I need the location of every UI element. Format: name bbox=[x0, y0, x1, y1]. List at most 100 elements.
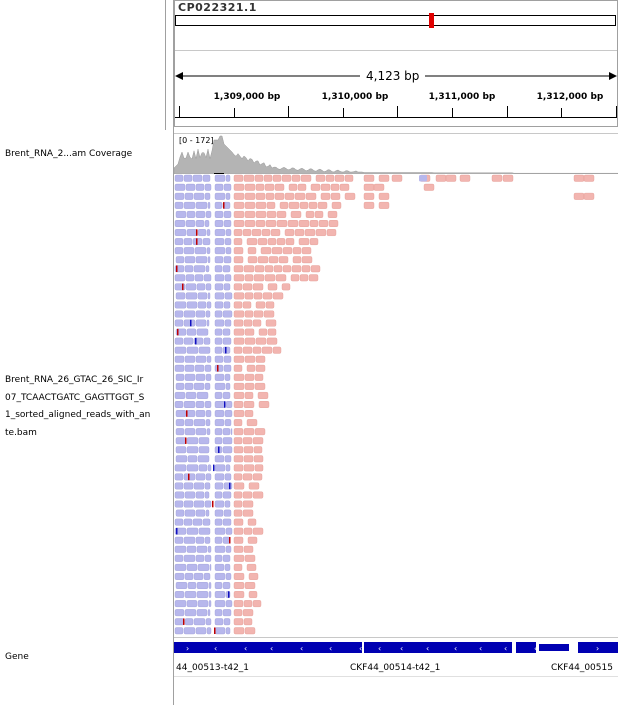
reverse-read bbox=[214, 473, 225, 481]
reverse-read bbox=[204, 491, 210, 499]
span-length-label: 4,123 bp bbox=[360, 69, 426, 83]
forward-read bbox=[278, 256, 289, 264]
reverse-read bbox=[174, 183, 186, 191]
mismatch-base bbox=[188, 473, 190, 481]
forward-read bbox=[292, 247, 302, 255]
reverse-read bbox=[174, 609, 185, 617]
forward-read bbox=[247, 247, 257, 255]
reverse-read bbox=[224, 473, 232, 481]
forward-read bbox=[284, 192, 295, 200]
reverse-read bbox=[195, 473, 206, 481]
ideogram-current-region-marker[interactable] bbox=[429, 13, 434, 28]
reverse-read bbox=[214, 401, 226, 408]
forward-read bbox=[331, 201, 342, 209]
forward-read bbox=[282, 265, 292, 273]
reverse-read bbox=[225, 464, 231, 472]
forward-read bbox=[258, 401, 270, 408]
forward-read bbox=[233, 437, 243, 445]
mismatch-base bbox=[217, 365, 219, 372]
forward-read bbox=[264, 265, 274, 273]
reverse-read bbox=[185, 183, 196, 191]
coverage-track[interactable]: [0 - 172] bbox=[174, 133, 618, 174]
reverse-read bbox=[214, 337, 223, 345]
forward-read bbox=[233, 355, 245, 363]
reverse-read bbox=[192, 174, 203, 182]
alignment-reads-track[interactable] bbox=[174, 173, 618, 636]
reverse-read bbox=[225, 527, 233, 535]
reverse-read bbox=[214, 265, 223, 273]
forward-read bbox=[233, 265, 244, 273]
forward-read bbox=[247, 518, 257, 526]
forward-read bbox=[254, 428, 266, 436]
reverse-read bbox=[183, 401, 196, 408]
strand-arrow: ‹ bbox=[329, 644, 332, 653]
forward-read bbox=[233, 419, 243, 427]
reverse-read bbox=[207, 609, 211, 617]
strand-arrow: ‹ bbox=[479, 644, 482, 653]
forward-read bbox=[244, 310, 254, 318]
reverse-read bbox=[175, 373, 185, 381]
reverse-read bbox=[186, 410, 196, 418]
forward-read bbox=[233, 464, 244, 472]
position-ruler[interactable]: 1,309,000 bp 1,310,000 bp 1,311,000 bp 1,31… bbox=[175, 88, 617, 118]
reverse-read bbox=[183, 201, 196, 209]
forward-read bbox=[305, 211, 315, 218]
strand-arrow: ‹ bbox=[270, 644, 273, 653]
forward-read bbox=[255, 201, 267, 209]
gene-name-3[interactable]: CKF44_00515 bbox=[551, 663, 613, 673]
forward-read bbox=[253, 274, 265, 282]
reverse-read bbox=[206, 627, 212, 635]
forward-read bbox=[246, 364, 256, 372]
reverse-read bbox=[196, 391, 209, 399]
reverse-read bbox=[174, 563, 187, 571]
reverse-read bbox=[214, 292, 225, 300]
forward-read bbox=[328, 220, 339, 227]
reverse-read bbox=[183, 554, 196, 562]
forward-read bbox=[310, 265, 321, 273]
forward-read bbox=[264, 274, 276, 282]
reverse-read bbox=[214, 373, 225, 381]
forward-read bbox=[290, 274, 300, 282]
forward-read bbox=[233, 482, 245, 490]
mismatch-base bbox=[195, 337, 197, 345]
reverse-read bbox=[183, 337, 194, 345]
gene-track-label[interactable]: Gene bbox=[5, 652, 29, 662]
reverse-read bbox=[198, 446, 210, 454]
coverage-area bbox=[174, 135, 618, 174]
reverse-read bbox=[214, 310, 223, 318]
forward-read bbox=[233, 563, 243, 571]
forward-read bbox=[233, 582, 245, 589]
reverse-read bbox=[174, 319, 184, 327]
strand-arrow: ‹ bbox=[244, 644, 247, 653]
forward-read bbox=[233, 220, 245, 227]
bam-track-label[interactable]: Brent_RNA_26_GTAC_26_SIC_Ir 07_TCAACTGAT… bbox=[5, 375, 151, 438]
chromosome-ideogram[interactable] bbox=[175, 15, 616, 26]
ruler-tick-label: 1,311,000 bp bbox=[428, 92, 496, 102]
strand-arrow: ‹ bbox=[359, 644, 362, 653]
reverse-read bbox=[183, 500, 194, 508]
forward-read bbox=[334, 174, 345, 182]
forward-read bbox=[258, 328, 268, 336]
forward-read bbox=[233, 283, 243, 291]
forward-read bbox=[255, 301, 266, 309]
forward-read bbox=[244, 582, 256, 589]
reverse-read bbox=[206, 428, 211, 436]
forward-read bbox=[233, 627, 245, 635]
reverse-read bbox=[186, 600, 198, 608]
coverage-range-label: [0 - 172] bbox=[179, 136, 214, 145]
reverse-read bbox=[214, 201, 223, 209]
gene-name-2[interactable]: CKF44_00514-t42_1 bbox=[350, 663, 441, 673]
name-panel-divider bbox=[165, 0, 166, 130]
forward-read bbox=[233, 473, 243, 481]
gene-name-1[interactable]: 44_00513-t42_1 bbox=[176, 663, 250, 673]
gene-track[interactable]: › ‹ ‹ ‹ ‹ ‹ ‹ ‹ ‹ ‹ ‹ ‹ ‹ ‹ › bbox=[174, 638, 618, 678]
forward-read bbox=[242, 509, 254, 517]
reverse-read bbox=[195, 410, 206, 418]
coverage-track-label[interactable]: Brent_RNA_2...am Coverage bbox=[5, 149, 133, 159]
reverse-read bbox=[174, 337, 184, 345]
reverse-read bbox=[214, 527, 226, 535]
data-panel-left-border bbox=[173, 0, 174, 705]
reverse-read bbox=[186, 346, 199, 354]
forward-read bbox=[233, 600, 244, 608]
